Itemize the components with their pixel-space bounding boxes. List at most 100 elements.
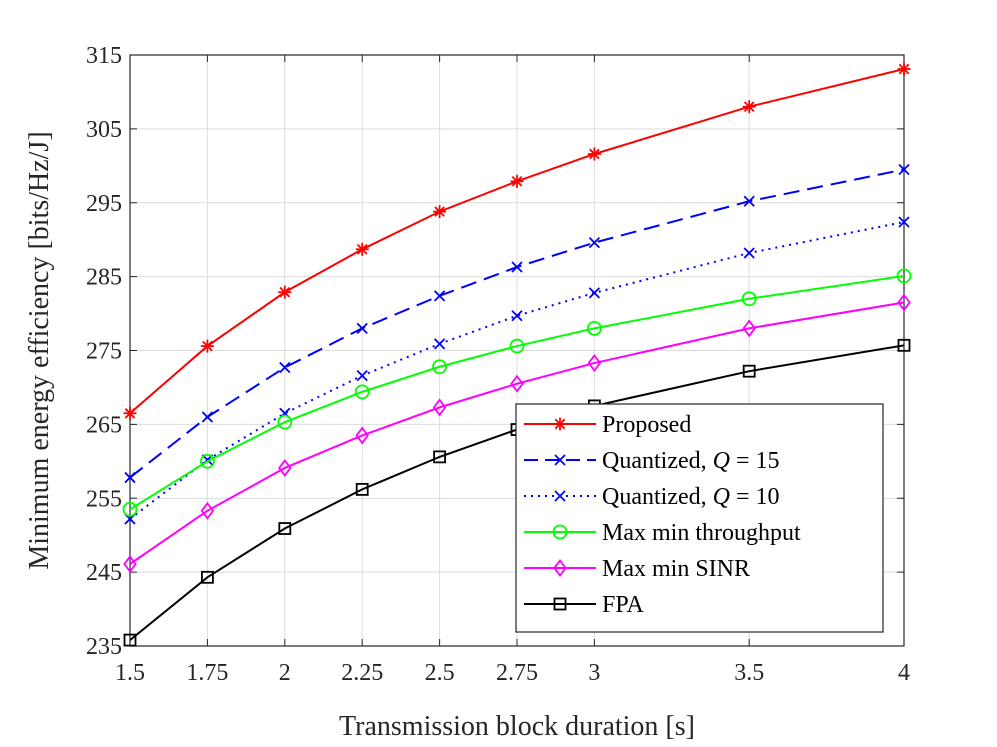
data-point (278, 522, 292, 535)
legend-label: Proposed (602, 412, 691, 438)
x-tick-label: 2 (279, 660, 291, 686)
series-layer (122, 62, 912, 647)
legend-label: Max min SINR (602, 556, 750, 582)
legend-label: Quantized, Q = 10 (602, 484, 780, 510)
legend-marker (554, 454, 566, 466)
data-point (355, 426, 369, 445)
data-point (433, 290, 446, 302)
y-tick-label: 255 (86, 486, 122, 512)
data-point (587, 354, 602, 373)
data-point (122, 501, 138, 517)
data-point (587, 320, 602, 336)
x-tick-label: 3.5 (734, 660, 764, 686)
legend-label: FPA (602, 592, 644, 618)
data-point (898, 163, 910, 176)
x-tick-label: 1.5 (115, 660, 145, 686)
x-tick-label: 2.75 (496, 660, 538, 686)
data-point (896, 268, 912, 284)
y-tick-label: 235 (86, 634, 122, 660)
data-point (588, 287, 601, 299)
data-point (587, 147, 601, 161)
legend-box (515, 403, 884, 633)
data-point (742, 319, 756, 338)
axis-ticks: 1.5 1.75 2 2.25 2.5 2.75 3 3.5 4 235 245 255 265 275 2… (86, 43, 910, 686)
legend-item: FPA (524, 592, 644, 618)
legend-item: Quantized, Q = 15 (524, 448, 780, 474)
series-1 (124, 163, 910, 484)
series-line (129, 274, 905, 511)
y-tick-label: 315 (86, 43, 122, 69)
data-point (742, 364, 756, 378)
legend-item: Max min SINR (524, 556, 750, 582)
data-point (897, 293, 911, 312)
legend-marker (552, 524, 568, 540)
data-point (356, 322, 368, 334)
x-tick-label: 3 (588, 660, 600, 686)
data-point (897, 338, 911, 352)
y-tick-label: 245 (86, 560, 122, 586)
y-tick-label: 285 (86, 265, 122, 291)
data-point (743, 247, 755, 259)
data-point (742, 100, 756, 114)
series-3 (122, 268, 912, 517)
legend: Proposed Quantized, Q = 15 Quantized, Q = … (515, 403, 884, 633)
y-axis-label: Minimum energy efficiency [bits/Hz/J] (24, 131, 55, 569)
data-point (588, 237, 601, 249)
data-point (200, 501, 215, 520)
data-point (355, 242, 369, 256)
data-point (123, 633, 137, 647)
data-point (200, 570, 214, 584)
series-2 (124, 216, 910, 525)
data-point (743, 195, 755, 207)
y-tick-label: 295 (86, 191, 122, 217)
data-point (123, 554, 137, 573)
legend-marker (553, 417, 567, 431)
data-point (510, 174, 524, 188)
x-axis-label: Transmission block duration [s] (339, 711, 695, 742)
legend-item: Proposed (524, 412, 691, 438)
data-point (509, 338, 525, 354)
legend-marker (554, 490, 566, 502)
data-point (898, 216, 910, 228)
data-point (200, 339, 214, 353)
data-point (433, 450, 447, 464)
data-point (355, 482, 369, 496)
data-point (432, 359, 448, 375)
data-point (511, 261, 523, 273)
y-tick-label: 265 (86, 412, 122, 438)
y-tick-label: 275 (86, 339, 122, 365)
data-point (201, 411, 214, 423)
legend-marker (553, 559, 567, 577)
data-point (278, 285, 292, 299)
legend-label: Max min throughput (602, 520, 801, 546)
y-tick-label: 305 (86, 117, 122, 143)
legend-label: Quantized, Q = 15 (602, 448, 780, 474)
series-line (129, 301, 905, 565)
x-tick-label: 4 (898, 660, 910, 686)
data-point (356, 369, 368, 382)
data-point (433, 338, 446, 350)
data-point (123, 406, 137, 420)
data-point (741, 291, 757, 307)
data-point (199, 453, 215, 469)
data-point (510, 374, 524, 393)
data-point (277, 414, 293, 430)
data-point (511, 310, 523, 322)
legend-item: Quantized, Q = 10 (524, 484, 780, 510)
data-point (279, 361, 291, 374)
data-point (432, 398, 447, 417)
data-point (278, 458, 292, 477)
x-tick-label: 1.75 (186, 660, 228, 686)
legend-marker (553, 597, 567, 611)
series-4 (123, 293, 911, 573)
series-line (129, 344, 905, 641)
data-point (124, 471, 136, 484)
series-0 (123, 62, 911, 420)
data-point (433, 205, 447, 219)
legend-item: Max min throughput (524, 520, 801, 546)
data-point (897, 62, 911, 76)
x-tick-label: 2.25 (341, 660, 383, 686)
x-tick-label: 2.5 (425, 660, 455, 686)
